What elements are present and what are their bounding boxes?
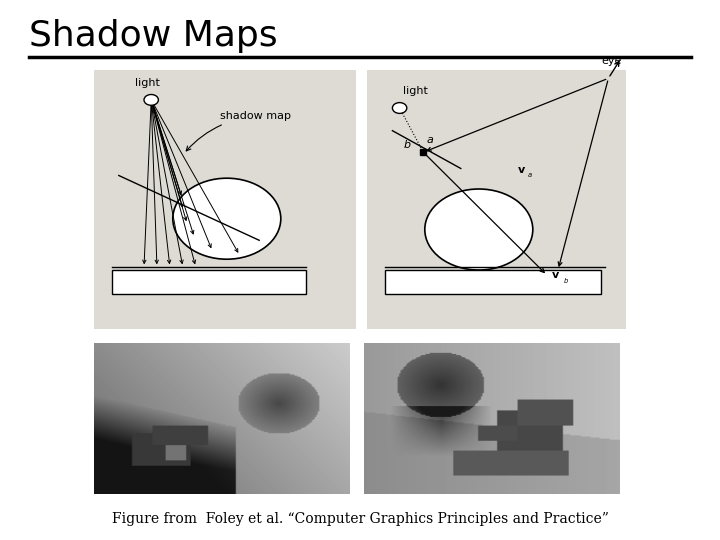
Circle shape: [392, 103, 407, 113]
Bar: [94, 70, 626, 329]
Bar: [385, 270, 601, 294]
Text: light: light: [135, 78, 160, 88]
Circle shape: [173, 178, 281, 259]
Text: $\mathbf{v}$: $\mathbf{v}$: [516, 165, 526, 175]
Text: $\mathbf{v}$: $\mathbf{v}$: [551, 270, 560, 280]
Text: light: light: [403, 86, 428, 96]
Text: shadow map: shadow map: [186, 111, 291, 151]
Bar: [356, 70, 367, 329]
Circle shape: [425, 189, 533, 270]
Text: a: a: [426, 134, 433, 145]
Text: Figure from  Foley et al. “Computer Graphics Principles and Practice”: Figure from Foley et al. “Computer Graph…: [112, 512, 608, 526]
Text: $_b$: $_b$: [563, 276, 569, 286]
Circle shape: [144, 94, 158, 105]
Text: $_a$: $_a$: [527, 171, 533, 180]
Text: eye: eye: [602, 56, 622, 66]
Text: Shadow Maps: Shadow Maps: [29, 19, 277, 53]
Text: b: b: [403, 140, 410, 150]
Bar: [112, 270, 306, 294]
